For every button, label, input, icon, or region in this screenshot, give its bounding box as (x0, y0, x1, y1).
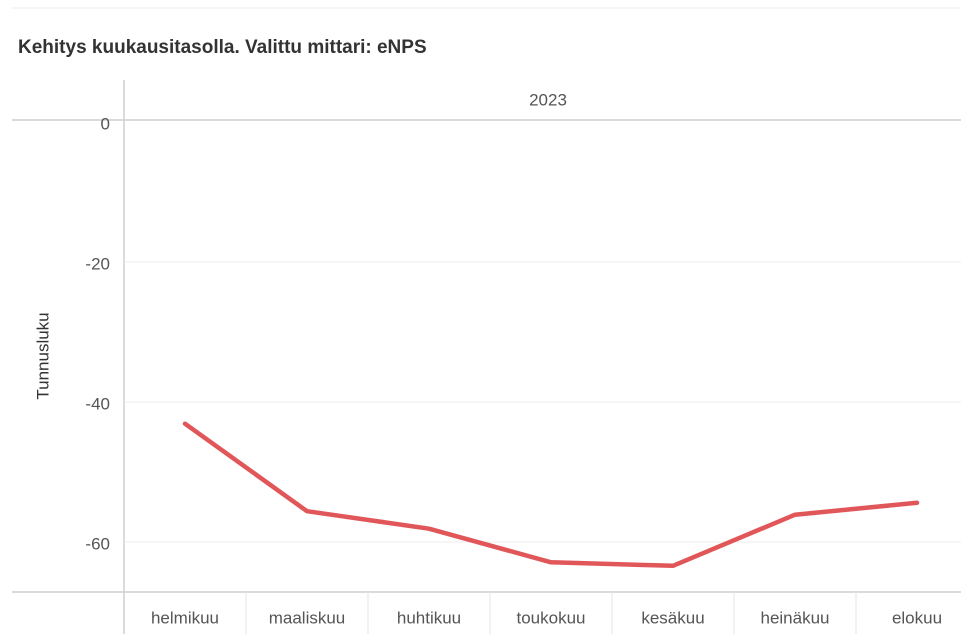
y-tick-label: -60 (85, 534, 110, 553)
x-tick-label: helmikuu (151, 608, 219, 627)
y-tick-label: -40 (85, 394, 110, 413)
x-tick-label: maaliskuu (269, 608, 346, 627)
y-tick-label: -20 (85, 254, 110, 273)
chart-title: Kehitys kuukausitasolla. Valittu mittari… (18, 37, 427, 58)
data-line (182, 421, 920, 569)
column-header: 2023 (529, 90, 567, 109)
x-tick-label: toukokuu (517, 608, 586, 627)
x-tick-label: huhtikuu (397, 608, 461, 627)
y-axis-label: Tunnusluku (33, 312, 52, 399)
x-tick-label: kesäkuu (641, 608, 704, 627)
x-tick-label: heinäkuu (760, 608, 829, 627)
x-tick-label: elokuu (892, 608, 942, 627)
y-tick-label: 0 (101, 114, 110, 133)
